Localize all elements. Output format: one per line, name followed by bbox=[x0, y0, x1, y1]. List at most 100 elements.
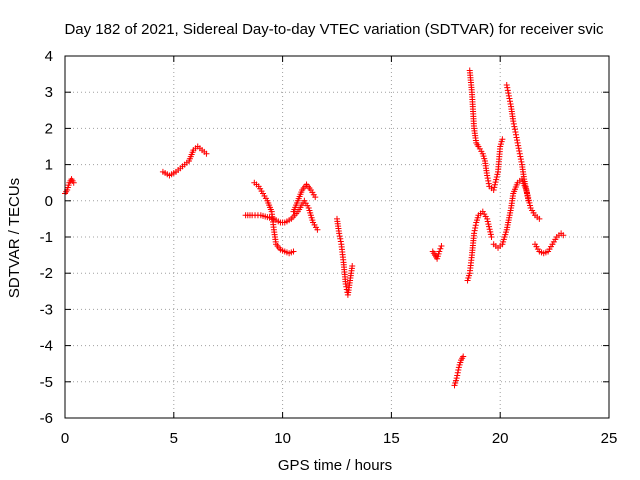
data-point bbox=[460, 353, 467, 360]
data-point bbox=[517, 156, 524, 163]
data-point bbox=[510, 118, 517, 125]
data-point bbox=[487, 231, 494, 238]
data-point bbox=[336, 230, 343, 237]
x-tick-label: 0 bbox=[61, 430, 69, 447]
data-segment bbox=[242, 197, 321, 233]
y-tick-label: -1 bbox=[40, 229, 53, 246]
data-point bbox=[490, 186, 497, 193]
data-point bbox=[516, 150, 523, 157]
data-point bbox=[314, 226, 321, 233]
data-point bbox=[454, 372, 461, 379]
data-point bbox=[514, 137, 521, 144]
data-point bbox=[337, 238, 344, 245]
data-point bbox=[484, 175, 491, 182]
data-point bbox=[342, 281, 349, 288]
data-point bbox=[484, 218, 491, 225]
data-point bbox=[515, 142, 522, 149]
y-tick-label: 4 bbox=[45, 48, 53, 65]
data-point bbox=[515, 145, 522, 152]
data-point bbox=[506, 95, 513, 102]
data-points bbox=[62, 67, 567, 389]
data-point bbox=[438, 243, 445, 250]
data-point bbox=[290, 248, 297, 255]
data-segment bbox=[429, 243, 445, 262]
data-point bbox=[536, 215, 543, 222]
data-point bbox=[492, 179, 499, 186]
data-segment bbox=[464, 208, 495, 284]
data-point bbox=[472, 222, 479, 229]
data-point bbox=[485, 221, 492, 228]
data-segment bbox=[490, 176, 543, 251]
data-point bbox=[491, 184, 498, 191]
y-tick-label: 0 bbox=[45, 193, 53, 210]
x-tick-label: 20 bbox=[492, 430, 509, 447]
data-point bbox=[337, 235, 344, 242]
data-point bbox=[454, 369, 461, 376]
data-point bbox=[336, 233, 343, 240]
data-point bbox=[511, 126, 518, 133]
data-point bbox=[471, 227, 478, 234]
data-segment bbox=[532, 230, 567, 257]
data-point bbox=[486, 226, 493, 233]
data-point bbox=[343, 283, 350, 290]
data-point bbox=[499, 136, 506, 143]
data-point bbox=[453, 375, 460, 382]
y-axis-ticks: -6 -5 -4 -3 -2 -1 0 1 2 3 4 bbox=[40, 48, 609, 427]
data-segment bbox=[334, 215, 356, 298]
y-tick-label: 2 bbox=[45, 120, 53, 137]
data-segment bbox=[451, 353, 467, 389]
data-point bbox=[512, 129, 519, 136]
data-point bbox=[491, 181, 498, 188]
data-point bbox=[437, 245, 444, 252]
data-point bbox=[312, 194, 319, 201]
data-segment bbox=[466, 67, 506, 193]
data-point bbox=[485, 177, 492, 184]
data-segment bbox=[503, 81, 532, 204]
y-tick-label: -3 bbox=[40, 301, 53, 318]
grid-lines bbox=[65, 56, 609, 418]
data-point bbox=[70, 179, 77, 186]
data-point bbox=[560, 232, 567, 239]
y-axis-label: SDTVAR / TECUs bbox=[6, 178, 23, 298]
data-point bbox=[507, 100, 514, 107]
data-point bbox=[510, 120, 517, 127]
data-point bbox=[436, 248, 443, 255]
x-tick-label: 5 bbox=[170, 430, 178, 447]
data-point bbox=[518, 158, 525, 165]
y-tick-label: -2 bbox=[40, 265, 53, 282]
chart-title: Day 182 of 2021, Sidereal Day-to-day VTE… bbox=[64, 21, 604, 38]
y-tick-label: -5 bbox=[40, 374, 53, 391]
data-point bbox=[504, 87, 511, 94]
x-tick-label: 15 bbox=[383, 430, 400, 447]
data-point bbox=[517, 153, 524, 160]
data-point bbox=[486, 223, 493, 230]
data-point bbox=[493, 174, 500, 181]
data-point bbox=[484, 215, 491, 222]
x-axis-ticks: 0 5 10 15 20 25 bbox=[61, 56, 618, 447]
data-point bbox=[527, 202, 534, 209]
data-point bbox=[505, 90, 512, 97]
x-axis-label: GPS time / hours bbox=[278, 457, 392, 474]
y-tick-label: 1 bbox=[45, 157, 53, 174]
y-tick-label: -6 bbox=[40, 410, 53, 427]
data-point bbox=[505, 92, 512, 99]
data-point bbox=[525, 197, 532, 204]
data-point bbox=[203, 150, 210, 157]
data-point bbox=[485, 180, 492, 187]
data-point bbox=[488, 234, 495, 240]
data-segment bbox=[159, 143, 210, 179]
data-point bbox=[471, 230, 478, 237]
y-tick-label: 3 bbox=[45, 84, 53, 101]
data-point bbox=[487, 228, 494, 235]
x-tick-label: 25 bbox=[601, 430, 618, 447]
data-point bbox=[504, 84, 511, 91]
data-point bbox=[503, 81, 510, 88]
data-point bbox=[472, 224, 479, 231]
data-segment bbox=[290, 181, 319, 215]
y-tick-label: -4 bbox=[40, 338, 53, 355]
data-point bbox=[484, 172, 491, 179]
data-point bbox=[516, 148, 523, 155]
data-point bbox=[455, 367, 462, 374]
